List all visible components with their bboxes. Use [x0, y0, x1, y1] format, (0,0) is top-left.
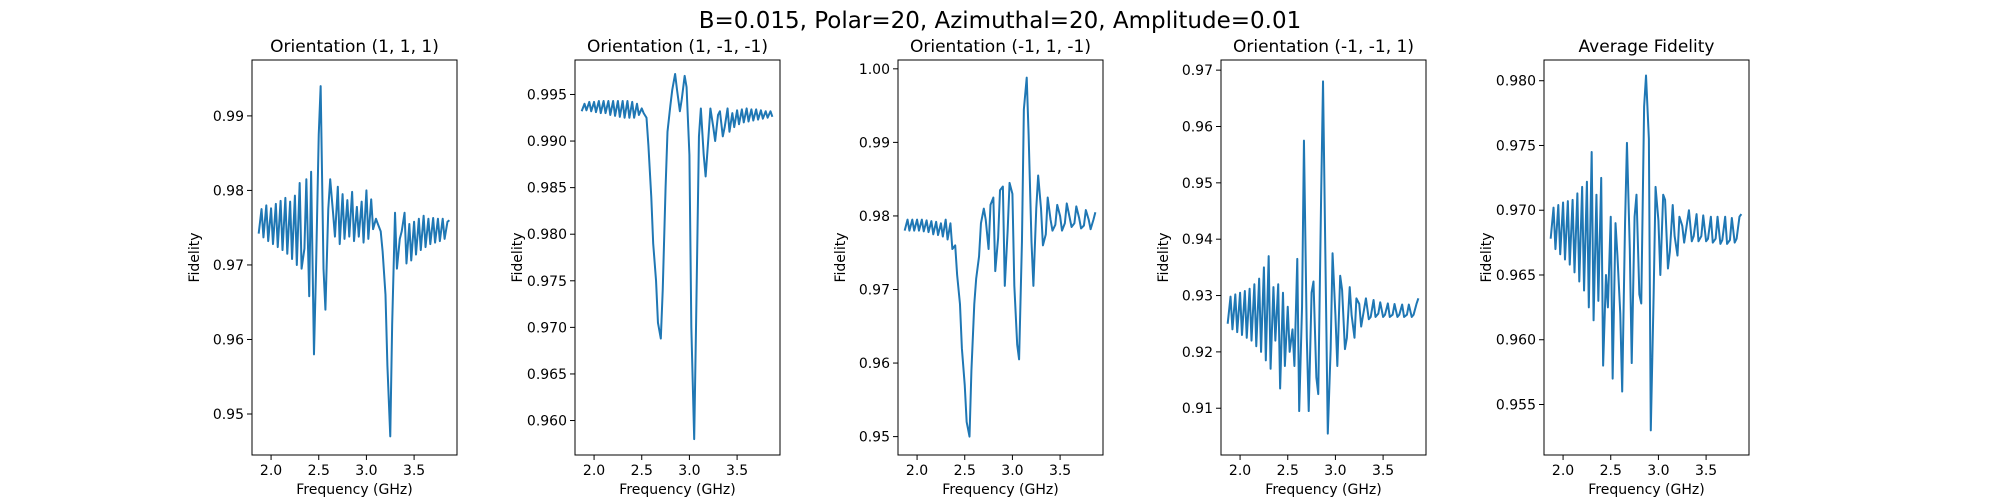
x-tick-label: 2.0 [1229, 463, 1251, 479]
y-tick-label: 0.990 [527, 134, 567, 150]
x-axis-label: Frequency (GHz) [1588, 482, 1704, 498]
x-axis-label: Frequency (GHz) [296, 482, 412, 498]
y-tick-label: 0.92 [1182, 345, 1213, 361]
y-tick-label: 0.95 [1182, 176, 1213, 192]
y-axis-label: Fidelity [833, 233, 849, 283]
x-tick-label: 3.0 [1324, 463, 1346, 479]
subplot-title: Orientation (1, 1, 1) [270, 37, 439, 57]
x-tick-label: 2.0 [583, 463, 605, 479]
x-tick-label: 3.0 [355, 463, 377, 479]
y-tick-label: 0.91 [1182, 401, 1213, 417]
x-tick-label: 2.0 [260, 463, 282, 479]
axes-frame [574, 59, 781, 456]
x-axis-label: Frequency (GHz) [619, 482, 735, 498]
x-tick-label: 2.5 [1600, 463, 1622, 479]
series-line [1226, 80, 1420, 435]
y-tick-label: 0.99 [859, 135, 890, 151]
y-tick-label: 0.960 [527, 414, 567, 430]
subplot-title: Orientation (-1, -1, 1) [1233, 37, 1414, 57]
x-tick-label: 3.0 [1001, 463, 1023, 479]
axes-frame [1543, 59, 1750, 456]
y-tick-label: 0.95 [859, 430, 890, 446]
y-tick-label: 0.975 [1496, 138, 1536, 154]
x-axis-label: Frequency (GHz) [1265, 482, 1381, 498]
x-tick-label: 3.5 [403, 463, 425, 479]
y-tick-label: 0.98 [859, 209, 890, 225]
figure-suptitle: B=0.015, Polar=20, Azimuthal=20, Amplitu… [699, 8, 1302, 34]
axes-frame [251, 59, 458, 456]
y-tick-label: 0.995 [527, 87, 567, 103]
x-tick-label: 2.5 [1277, 463, 1299, 479]
x-tick-label: 3.0 [1647, 463, 1669, 479]
y-tick-label: 0.99 [213, 109, 244, 125]
subplot-1: Orientation (1, 1, 1) 2.0 2.5 3.0 3.5 0.95 0.9… [187, 37, 458, 498]
y-axis-label: Fidelity [1156, 233, 1172, 283]
y-tick-label: 0.93 [1182, 289, 1213, 305]
y-tick-label: 0.96 [1182, 119, 1213, 135]
subplot-3: Orientation (-1, 1, -1) 2.0 2.5 3.0 3.5 0.95 0… [833, 37, 1104, 498]
y-tick-label: 0.975 [527, 274, 567, 290]
y-axis-label: Fidelity [510, 233, 526, 283]
subplot-title: Orientation (-1, 1, -1) [910, 37, 1091, 57]
subplot-title: Average Fidelity [1579, 37, 1715, 57]
y-tick-label: 0.985 [527, 181, 567, 197]
y-tick-label: 0.96 [859, 356, 890, 372]
series-line [903, 76, 1097, 438]
y-axis-label: Fidelity [1479, 233, 1495, 283]
x-tick-label: 3.0 [678, 463, 700, 479]
x-tick-label: 2.5 [308, 463, 330, 479]
x-tick-label: 3.5 [1372, 463, 1394, 479]
x-tick-label: 2.0 [1552, 463, 1574, 479]
y-tick-label: 0.97 [1182, 63, 1213, 79]
subplot-5: Average Fidelity 2.0 2.5 3.0 3.5 0.955 0.960 0.… [1479, 37, 1750, 498]
x-tick-label: 3.5 [726, 463, 748, 479]
subplot-grid: Orientation (1, 1, 1) 2.0 2.5 3.0 3.5 0.95 0.9… [187, 37, 1750, 498]
axes-frame [897, 59, 1104, 456]
y-axis-label: Fidelity [187, 233, 203, 283]
y-tick-label: 0.96 [213, 332, 244, 348]
y-tick-label: 0.94 [1182, 232, 1213, 248]
y-tick-label: 0.98 [213, 183, 244, 199]
x-tick-label: 3.5 [1695, 463, 1717, 479]
y-tick-label: 0.965 [527, 367, 567, 383]
x-tick-label: 2.0 [906, 463, 928, 479]
y-tick-label: 1.00 [859, 62, 890, 78]
x-tick-label: 3.5 [1049, 463, 1071, 479]
subplot-2: Orientation (1, -1, -1) 2.0 2.5 3.0 3.5 0.960… [510, 37, 781, 498]
y-tick-label: 0.965 [1496, 268, 1536, 284]
x-tick-label: 2.5 [954, 463, 976, 479]
y-tick-label: 0.960 [1496, 333, 1536, 349]
y-tick-label: 0.955 [1496, 397, 1536, 413]
y-tick-label: 0.95 [213, 407, 244, 423]
y-tick-label: 0.970 [1496, 203, 1536, 219]
subplot-4: Orientation (-1, -1, 1) 2.0 2.5 3.0 3.5 0.91 0… [1156, 37, 1427, 498]
x-axis-label: Frequency (GHz) [942, 482, 1058, 498]
y-tick-label: 0.970 [527, 320, 567, 336]
axes-frame [1220, 59, 1427, 456]
y-tick-label: 0.97 [213, 258, 244, 274]
series-line [257, 85, 450, 438]
x-tick-label: 2.5 [631, 463, 653, 479]
y-tick-label: 0.97 [859, 282, 890, 298]
series-line [1549, 74, 1743, 432]
subplot-title: Orientation (1, -1, -1) [587, 37, 768, 57]
series-line [580, 72, 774, 441]
y-tick-label: 0.980 [527, 227, 567, 243]
y-tick-label: 0.980 [1496, 74, 1536, 90]
